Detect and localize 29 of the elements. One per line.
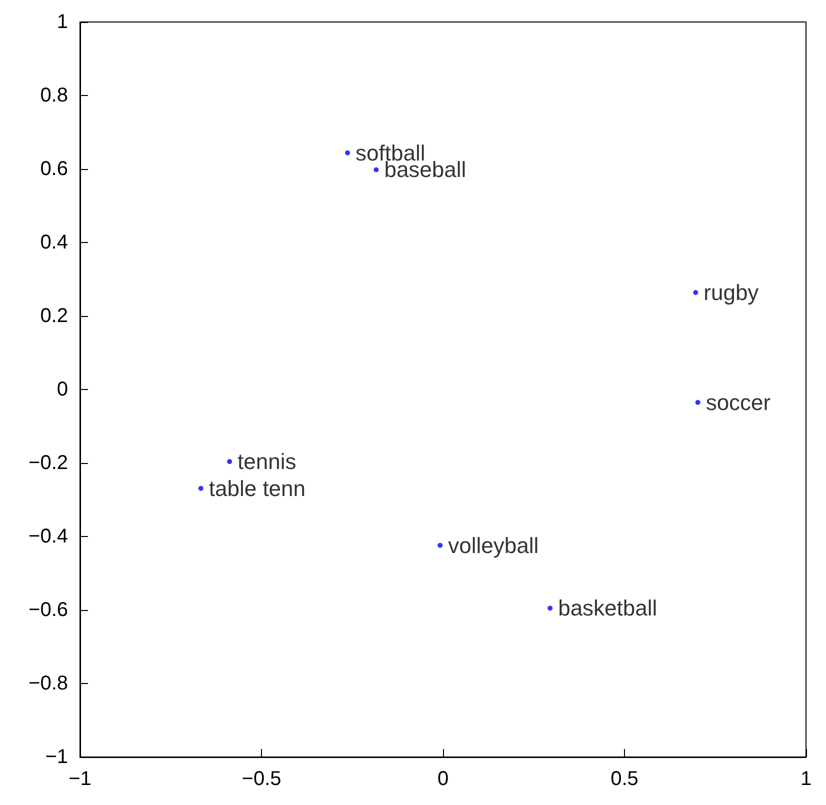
annotation: volleyball [448, 532, 539, 558]
point [374, 167, 379, 172]
y-tick-label: −0.2 [28, 452, 68, 474]
annotation: table tenn [208, 476, 306, 501]
y-tick-label: 0.4 [40, 232, 68, 254]
x-tick-label: 1 [800, 768, 812, 790]
point [438, 542, 443, 548]
point [548, 606, 553, 611]
point [227, 459, 232, 464]
x-tick-label: 0.5 [610, 768, 638, 790]
point [198, 486, 204, 491]
y-tick-label: −0.8 [28, 672, 68, 694]
y-tick-label: −0.6 [28, 599, 68, 621]
point [693, 290, 698, 295]
y-tick-label: 0.6 [40, 158, 68, 180]
point [695, 400, 700, 405]
y-tick-label: −0.4 [28, 526, 68, 548]
annotation: tennis [238, 449, 296, 474]
annotation: basketball [558, 596, 658, 621]
y-tick-label: 0 [56, 378, 68, 400]
y-tick-label: 0.2 [40, 305, 68, 327]
y-tick-label: 1 [56, 11, 68, 33]
x-tick-label: −0.5 [242, 768, 282, 790]
y-tick-label: 0.8 [40, 84, 68, 106]
x-tick-label: 0 [437, 768, 449, 790]
annotation: rugby [704, 280, 759, 305]
point [345, 150, 350, 156]
annotation: soccer [706, 390, 771, 415]
y-tick-label: −1 [45, 746, 68, 768]
